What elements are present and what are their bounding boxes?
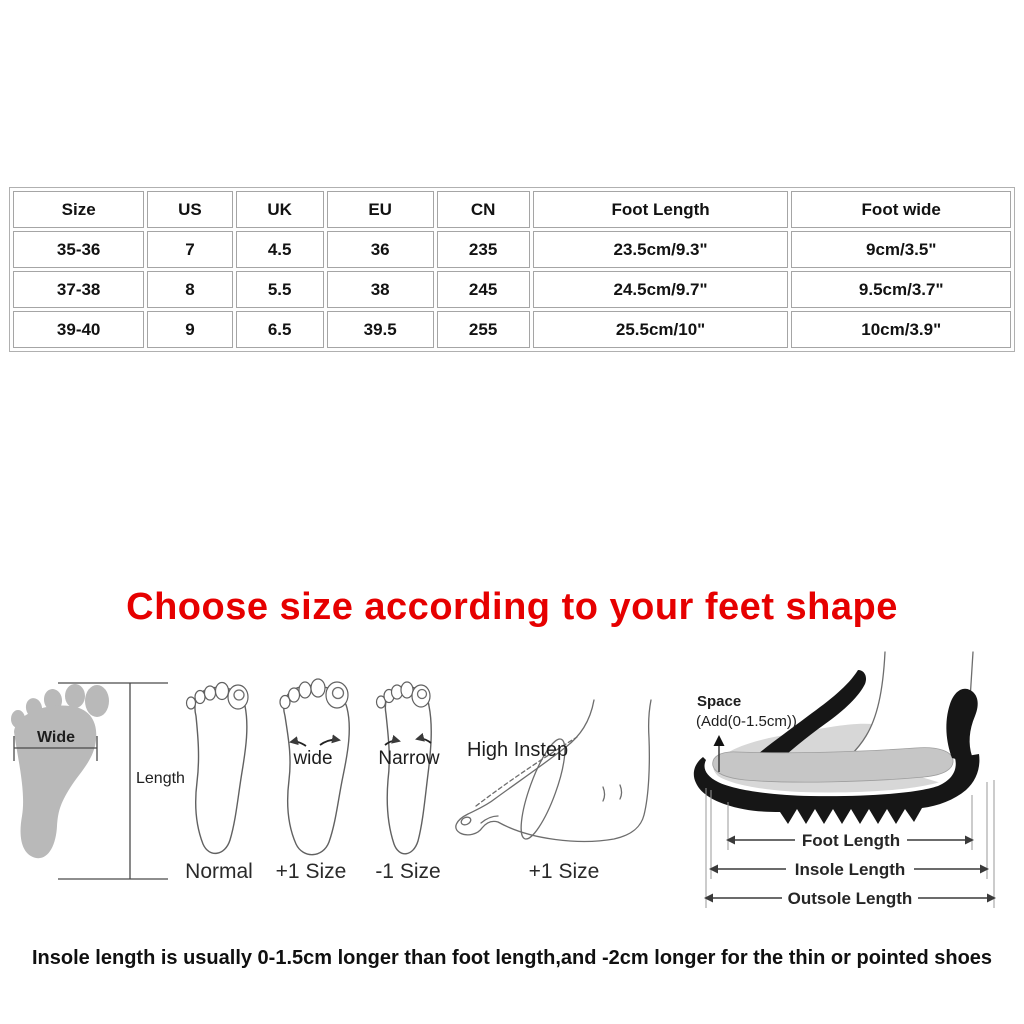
- cell: 37-38: [13, 271, 145, 308]
- foot-length-dimension-label: Foot Length: [802, 831, 900, 850]
- cell: 39-40: [13, 311, 145, 348]
- col-header-size: Size: [13, 191, 145, 228]
- normal-foot-graphic: Normal: [185, 681, 253, 883]
- cell: 36: [326, 231, 434, 268]
- high-instep-label: High Instep: [467, 739, 568, 761]
- cell: 4.5: [235, 231, 324, 268]
- table-row: 39-40 9 6.5 39.5 255 25.5cm/10" 10cm/3.9…: [13, 311, 1011, 348]
- wide-foot-size-label: +1 Size: [276, 860, 347, 883]
- cell: 5.5: [235, 271, 324, 308]
- footer-note: Insole length is usually 0-1.5cm longer …: [31, 947, 993, 969]
- table-row: 37-38 8 5.5 38 245 24.5cm/9.7" 9.5cm/3.7…: [13, 271, 1011, 308]
- col-header-uk: UK: [235, 191, 324, 228]
- col-header-us: US: [147, 191, 233, 228]
- feet-shape-diagram: Wide Length Normal wide +1 Size: [11, 651, 996, 908]
- cell: 39.5: [326, 311, 434, 348]
- cell: 8: [147, 271, 233, 308]
- cell: 25.5cm/10": [532, 311, 789, 348]
- narrow-foot-graphic: Narrow -1 Size: [375, 681, 441, 883]
- table-header-row: Size US UK EU CN Foot Length Foot wide: [13, 191, 1011, 228]
- wide-foot-annotation: wide: [292, 748, 332, 769]
- narrow-foot-annotation: Narrow: [378, 748, 440, 769]
- col-header-foot-wide: Foot wide: [791, 191, 1011, 228]
- cell: 6.5: [235, 311, 324, 348]
- wide-measure-label: Wide: [37, 729, 75, 746]
- cell: 10cm/3.9": [791, 311, 1011, 348]
- cell: 9cm/3.5": [791, 231, 1011, 268]
- space-note: (Add(0-1.5cm)): [696, 713, 797, 730]
- cell: 9: [147, 311, 233, 348]
- cell: 35-36: [13, 231, 145, 268]
- cell: 38: [326, 271, 434, 308]
- cell: 255: [436, 311, 530, 348]
- insole-length-dimension-label: Insole Length: [795, 860, 906, 879]
- footprint-graphic: Wide Length: [11, 682, 185, 880]
- section-title: Choose size according to your feet shape: [126, 586, 898, 628]
- wide-foot-graphic: wide +1 Size: [276, 678, 350, 883]
- col-header-foot-length: Foot Length: [532, 191, 789, 228]
- col-header-eu: EU: [326, 191, 434, 228]
- space-label: Space: [697, 693, 741, 710]
- cell: 9.5cm/3.7": [791, 271, 1011, 308]
- cell: 23.5cm/9.3": [532, 231, 789, 268]
- length-measure-label: Length: [136, 770, 185, 787]
- narrow-foot-size-label: -1 Size: [375, 860, 440, 883]
- outsole-length-dimension-label: Outsole Length: [788, 889, 913, 908]
- cell: 235: [436, 231, 530, 268]
- high-instep-size-label: +1 Size: [529, 860, 600, 883]
- shoe-measure-graphic: Space (Add(0-1.5cm)) Foot Length Insole …: [693, 651, 996, 908]
- high-instep-foot-graphic: High Instep +1 Size: [455, 699, 652, 883]
- col-header-cn: CN: [436, 191, 530, 228]
- normal-foot-label: Normal: [185, 860, 253, 883]
- size-chart-table: Size US UK EU CN Foot Length Foot wide 3…: [9, 187, 1015, 352]
- table-row: 35-36 7 4.5 36 235 23.5cm/9.3" 9cm/3.5": [13, 231, 1011, 268]
- cell: 24.5cm/9.7": [532, 271, 789, 308]
- cell: 245: [436, 271, 530, 308]
- cell: 7: [147, 231, 233, 268]
